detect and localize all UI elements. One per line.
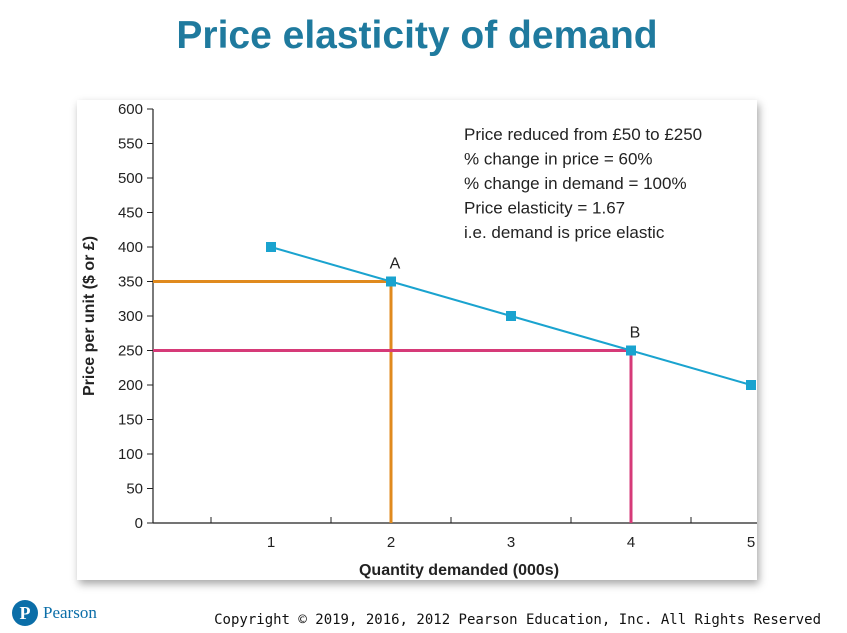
demand-point-marker	[626, 345, 636, 356]
y-tick-label: 350	[118, 274, 143, 291]
demand-point-marker	[746, 380, 756, 390]
annotation-line: % change in price = 60%	[464, 150, 653, 169]
y-tick-label: 100	[118, 446, 143, 463]
y-tick-label: 550	[118, 136, 143, 153]
annotation-line: % change in demand = 100%	[464, 174, 687, 193]
pearson-logo-mark: P	[12, 600, 38, 626]
point-label-a: A	[390, 256, 401, 273]
y-axis-label: Price per unit ($ or £)	[81, 236, 98, 396]
y-tick-label: 50	[126, 481, 143, 498]
pearson-logo: P Pearson	[12, 600, 97, 626]
demand-point-marker	[386, 276, 396, 287]
x-tick-label: 4	[627, 534, 635, 551]
y-tick-label: 450	[118, 205, 143, 222]
slide-title: Price elasticity of demand	[176, 14, 658, 57]
x-tick-label: 5	[747, 534, 755, 551]
point-label-b: B	[630, 325, 641, 342]
annotation-line: Price elasticity = 1.67	[464, 199, 625, 218]
x-axis-label: Quantity demanded (000s)	[359, 562, 559, 579]
y-tick-label: 250	[118, 343, 143, 360]
demand-point-marker	[266, 242, 276, 252]
pearson-logo-text: Pearson	[43, 603, 97, 622]
demand-point-marker	[506, 311, 516, 321]
chart-panel: 0 50 100 150 200 250 300 350 400 450 500 550 600 1 2 3 4…	[77, 100, 757, 580]
x-tick-label: 3	[507, 534, 515, 551]
y-tick-label: 400	[118, 239, 143, 256]
y-tick-label: 0	[135, 515, 143, 532]
x-tick-label: 1	[267, 534, 275, 551]
x-tick-label: 2	[387, 534, 395, 551]
copyright-notice: Copyright © 2019, 2016, 2012 Pearson Edu…	[214, 612, 821, 628]
y-tick-label: 200	[118, 377, 143, 394]
y-tick-label: 300	[118, 308, 143, 325]
y-tick-label: 600	[118, 101, 143, 118]
demand-chart: 0 50 100 150 200 250 300 350 400 450 500 550 600 1 2 3 4…	[81, 101, 757, 579]
y-tick-label: 150	[118, 412, 143, 429]
annotation-line: Price reduced from £50 to £250	[464, 125, 702, 144]
annotation-line: i.e. demand is price elastic	[464, 223, 665, 242]
y-tick-label: 500	[118, 170, 143, 187]
